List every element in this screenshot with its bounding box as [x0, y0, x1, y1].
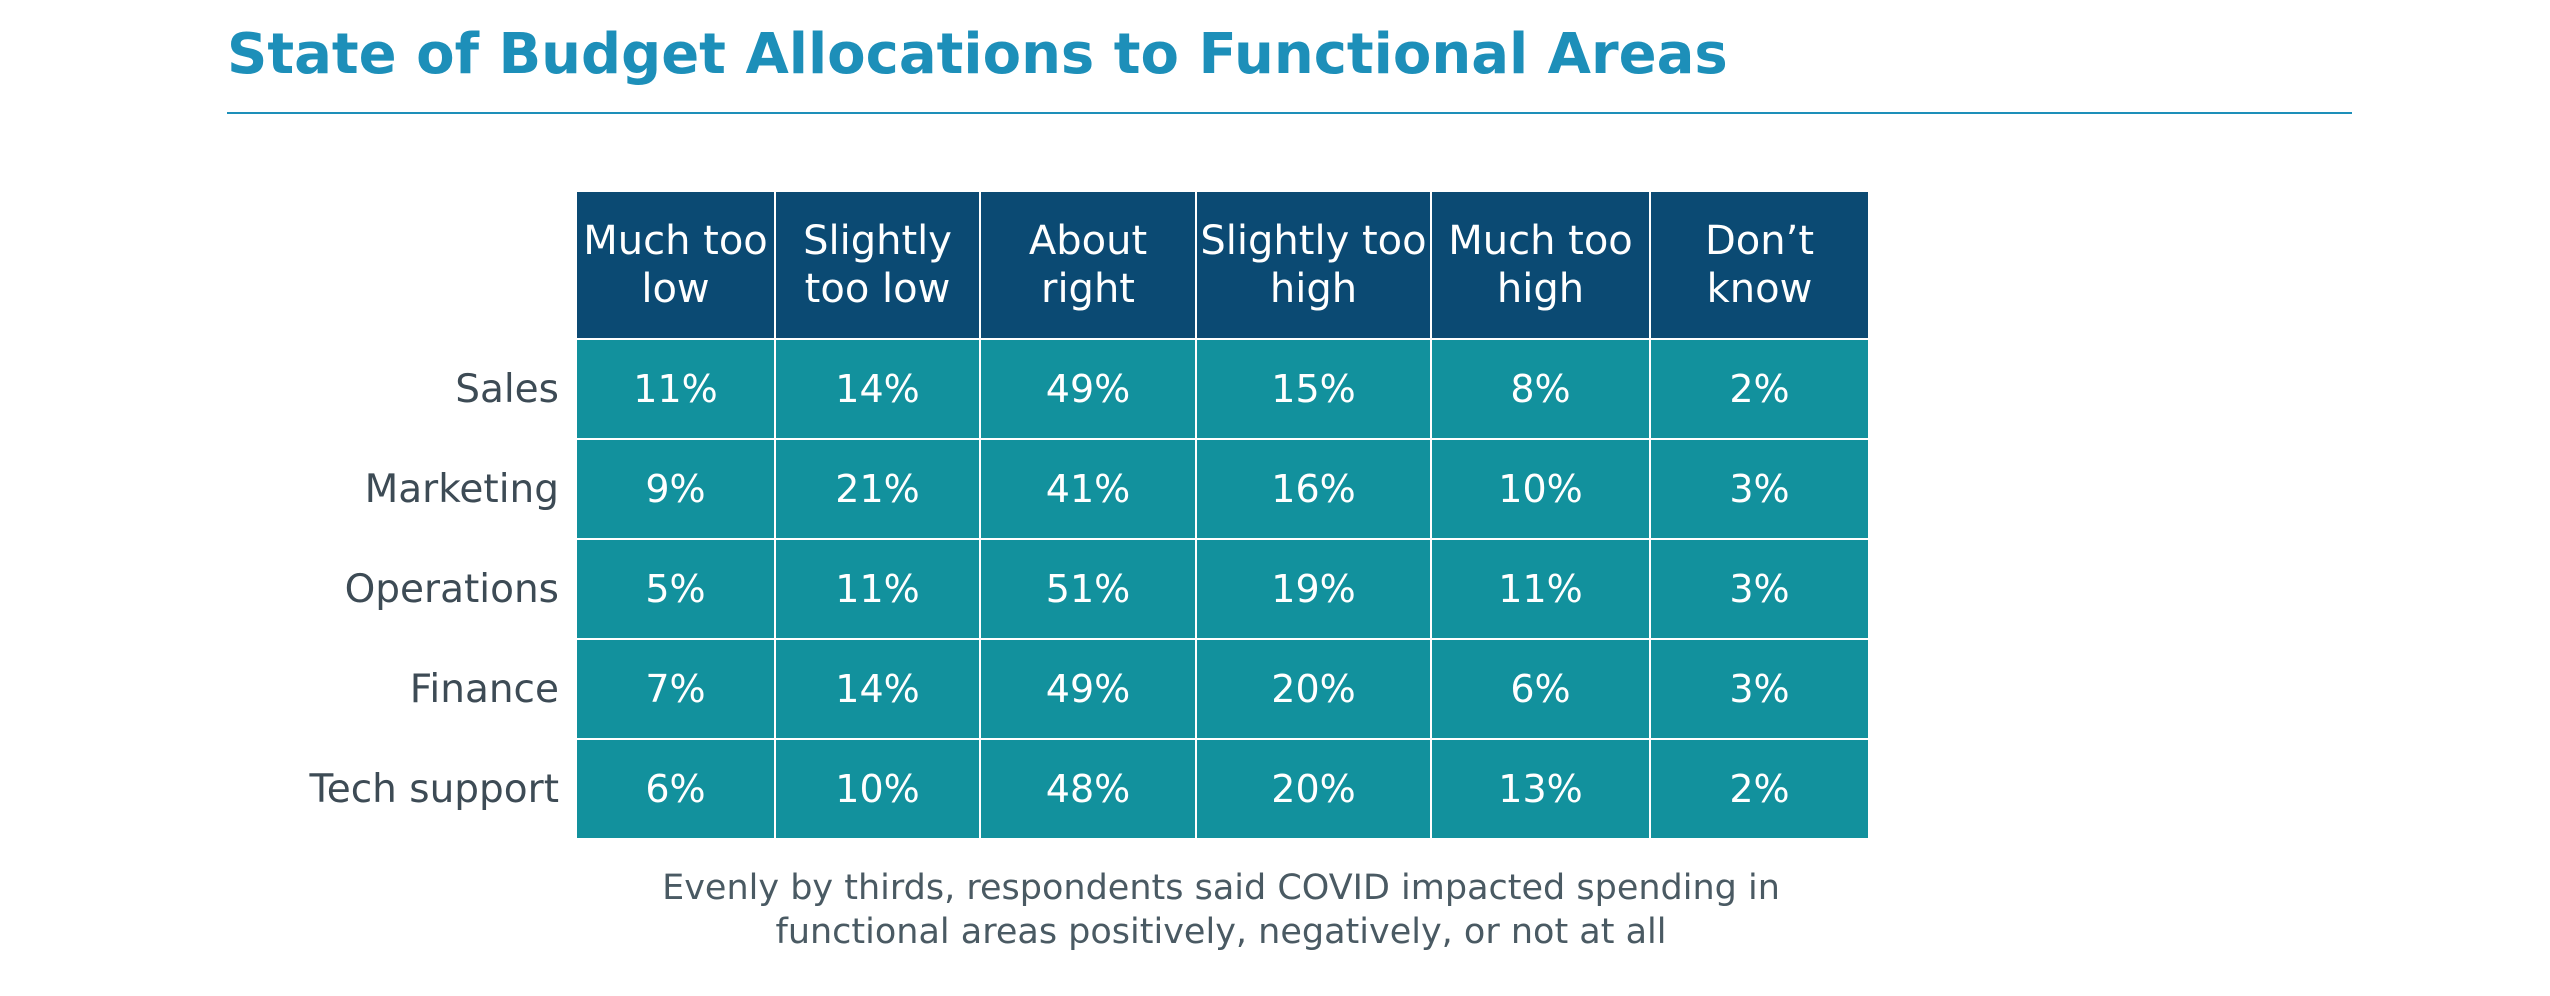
table-cell: 41% — [980, 439, 1196, 539]
column-header: Much too high — [1431, 191, 1650, 339]
table-cell: 11% — [1431, 539, 1650, 639]
column-header: Much too low — [576, 191, 775, 339]
table-cell: 49% — [980, 639, 1196, 739]
table-cell: 6% — [576, 739, 775, 839]
table-cell: 7% — [576, 639, 775, 739]
table-cell: 49% — [980, 339, 1196, 439]
table-cell: 48% — [980, 739, 1196, 839]
table-cell: 20% — [1196, 739, 1431, 839]
title-rule — [227, 112, 2352, 114]
table-cell: 14% — [775, 639, 980, 739]
table-cell: 21% — [775, 439, 980, 539]
column-header: About right — [980, 191, 1196, 339]
table-cell: 3% — [1650, 639, 1869, 739]
table-cell: 3% — [1650, 539, 1869, 639]
table-cell: 8% — [1431, 339, 1650, 439]
table-cell: 2% — [1650, 339, 1869, 439]
column-header: Slightly too low — [775, 191, 980, 339]
column-header: Slightly too high — [1196, 191, 1431, 339]
table-cell: 11% — [576, 339, 775, 439]
row-label: Sales — [455, 366, 559, 412]
table-cell: 2% — [1650, 739, 1869, 839]
caption-line: functional areas positively, negatively,… — [775, 912, 1667, 952]
table-cell: 6% — [1431, 639, 1650, 739]
row-label: Finance — [409, 666, 559, 712]
table-cell: 3% — [1650, 439, 1869, 539]
table-cell: 11% — [775, 539, 980, 639]
table-cell: 5% — [576, 539, 775, 639]
table-cell: 19% — [1196, 539, 1431, 639]
row-label: Operations — [344, 566, 559, 612]
table-cell: 9% — [576, 439, 775, 539]
column-header: Don’t know — [1650, 191, 1869, 339]
table-cell: 51% — [980, 539, 1196, 639]
row-label: Tech support — [309, 766, 559, 812]
table-cell: 10% — [1431, 439, 1650, 539]
row-label: Marketing — [364, 466, 559, 512]
title: State of Budget Allocations to Functiona… — [227, 22, 1728, 87]
table-cell: 10% — [775, 739, 980, 839]
table-cell: 16% — [1196, 439, 1431, 539]
table-cell: 15% — [1196, 339, 1431, 439]
table-cell: 20% — [1196, 639, 1431, 739]
caption-line: Evenly by thirds, respondents said COVID… — [662, 868, 1780, 908]
table-cell: 13% — [1431, 739, 1650, 839]
table-cell: 14% — [775, 339, 980, 439]
